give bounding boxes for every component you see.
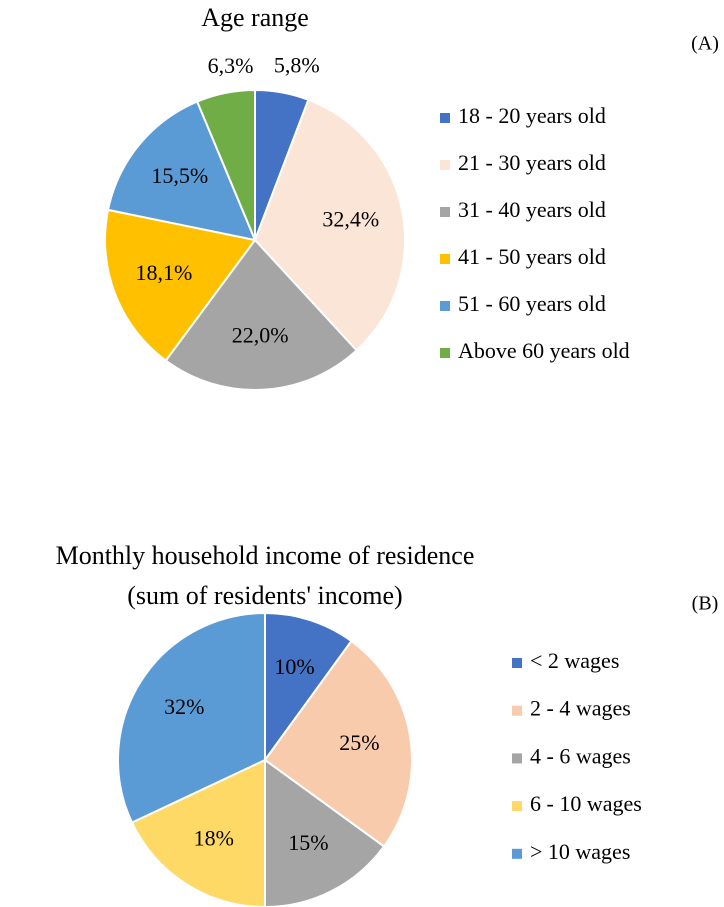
pie-slice [264, 611, 353, 764]
pie-slice [117, 611, 266, 824]
data-label: 6,3% [208, 53, 254, 78]
data-label: 15% [288, 830, 328, 855]
legend-label: 31 - 40 years old [458, 197, 606, 222]
pie-slice [253, 98, 406, 352]
chart-title: Age range [201, 3, 309, 32]
chart-title: (sum of residents' income) [127, 581, 402, 610]
chart-title: Monthly household income of residence [56, 541, 475, 570]
legend-swatch [440, 301, 450, 311]
pie-slice [164, 238, 358, 391]
data-label: 15,5% [151, 163, 208, 188]
data-label: 22,0% [232, 322, 289, 347]
legend-swatch [512, 801, 522, 812]
legend-label: 21 - 30 years old [458, 150, 606, 175]
data-label: 18,1% [136, 260, 193, 285]
legend-label: > 10 wages [530, 839, 630, 864]
legend-swatch [440, 113, 450, 123]
panel-label: (A) [691, 33, 719, 55]
legend-swatch [512, 753, 522, 764]
pie-slice [104, 208, 257, 362]
pie-slice [106, 100, 257, 242]
legend-swatch [440, 348, 450, 358]
legend-label: 6 - 10 wages [530, 791, 642, 816]
panel-label: (B) [692, 593, 719, 615]
data-label: 5,8% [274, 52, 320, 77]
legend-label: 41 - 50 years old [458, 244, 606, 269]
legend-label: 51 - 60 years old [458, 291, 606, 316]
legend-label: 18 - 20 years old [458, 103, 606, 128]
legend-swatch [440, 207, 450, 217]
legend-label: 2 - 4 wages [530, 696, 631, 721]
data-label: 32% [164, 694, 204, 719]
legend-swatch [512, 705, 522, 716]
pie-slice [130, 758, 266, 907]
pie-slice [195, 88, 256, 241]
legend-label: Above 60 years old [458, 338, 630, 363]
legend-swatch [512, 658, 522, 668]
data-label: 10% [274, 654, 314, 679]
data-label: 32,4% [322, 207, 379, 232]
legend-label: 4 - 6 wages [530, 743, 631, 768]
legend-swatch [512, 848, 522, 859]
pie-slice [263, 639, 413, 848]
legend-swatch [440, 254, 450, 264]
legend-swatch [440, 160, 450, 170]
data-label: 25% [339, 730, 379, 755]
data-label: 18% [194, 826, 234, 851]
legend-label: < 2 wages [530, 648, 619, 673]
